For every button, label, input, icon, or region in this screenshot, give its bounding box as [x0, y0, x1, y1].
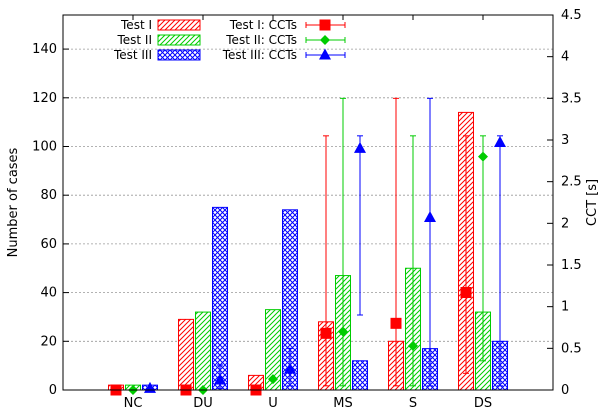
- x-tick-label: U: [268, 396, 278, 411]
- cct-marker-triangle: [494, 136, 506, 147]
- y2-tick-label: 3: [561, 133, 569, 148]
- y-tick-label: 60: [40, 237, 57, 252]
- y2-tick-label: 2: [561, 216, 569, 231]
- legend-label: Test II: CCTs: [225, 33, 297, 47]
- x-tick-label: DU: [193, 396, 213, 411]
- y-tick-label: 120: [32, 91, 57, 106]
- y2-tick-label: 2.5: [561, 175, 582, 190]
- legend-label: Test II: [116, 33, 152, 47]
- cct-marker-square: [390, 317, 402, 329]
- x-tick-label: NC: [124, 396, 143, 411]
- cct-marker-triangle: [354, 141, 366, 153]
- legend-marker-triangle: [319, 48, 331, 60]
- legend-marker-diamond: [320, 35, 330, 45]
- plot-frame: [62, 14, 554, 391]
- y2-tick-label: 0: [561, 383, 569, 398]
- legend-swatch: [157, 19, 201, 31]
- bar: [212, 206, 228, 391]
- legend-label: Test I: CCTs: [229, 18, 297, 32]
- cct-marker-diamond: [338, 326, 348, 337]
- y2-tick-label: 1.5: [561, 258, 582, 273]
- y-tick-label: 20: [40, 334, 57, 349]
- cct-marker-square: [320, 327, 332, 339]
- y-axis-label: Number of cases: [6, 147, 21, 257]
- legend-label: Test III: [113, 48, 152, 62]
- cct-marker-diamond: [478, 151, 488, 162]
- y2-tick-label: 0.5: [561, 341, 582, 356]
- y2-tick-label: 4.5: [561, 8, 582, 23]
- bar: [195, 311, 211, 391]
- cct-marker-diamond: [408, 340, 418, 351]
- y-tick-label: 80: [40, 188, 57, 203]
- legend-marker-square: [319, 19, 331, 31]
- y2-tick-label: 3.5: [561, 91, 582, 106]
- y-tick-label: 40: [40, 286, 57, 301]
- cct-marker-triangle: [214, 373, 226, 385]
- legend-label: Test III: CCTs: [222, 48, 297, 62]
- cct-marker-square: [460, 287, 472, 298]
- cct-marker-diamond: [268, 374, 278, 385]
- y2-tick-label: 1: [561, 300, 569, 315]
- y-tick-label: 0: [49, 383, 57, 398]
- x-tick-label: MS: [333, 396, 352, 411]
- bar: [178, 318, 194, 391]
- y-tick-label: 140: [32, 42, 57, 57]
- y-tick-label: 100: [32, 139, 57, 154]
- x-tick-label: S: [409, 396, 417, 411]
- legend-swatch: [157, 34, 201, 46]
- bar: [352, 360, 368, 391]
- cct-marker-triangle: [424, 211, 436, 222]
- x-tick-label: DS: [474, 396, 492, 411]
- cct-marker-triangle: [284, 362, 296, 374]
- y2-axis-label: CCT [s]: [585, 179, 600, 226]
- y2-tick-label: 4: [561, 50, 569, 65]
- legend-label: Test I: [120, 18, 152, 32]
- legend-swatch: [157, 49, 201, 61]
